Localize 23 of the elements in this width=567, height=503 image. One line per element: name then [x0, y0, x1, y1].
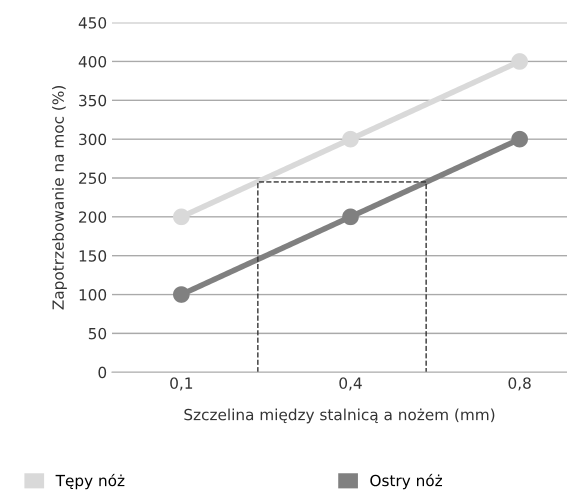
point: [342, 130, 359, 148]
y-tick-label: 50: [88, 328, 106, 340]
point: [511, 130, 528, 148]
y-tick-label: 350: [79, 94, 106, 106]
point: [173, 208, 190, 226]
y-tick-label: 300: [79, 134, 106, 146]
x-axis-title: Szczelina między stalnicą a nożem (mm): [184, 408, 494, 424]
y-tick-label: 450: [78, 17, 106, 29]
x-tick-label: 0,4: [339, 377, 362, 390]
y-tick-label: 100: [80, 289, 106, 301]
y-tick-label: 0: [98, 366, 106, 378]
x-tick-label: 0,8: [508, 377, 531, 390]
x-tick-label: 0,1: [170, 377, 192, 390]
point: [173, 286, 190, 303]
y-tick-label: 150: [80, 250, 106, 262]
point: [342, 208, 359, 226]
y-tick-label: 250: [79, 172, 106, 184]
y-tick-label: 400: [78, 56, 106, 68]
y-tick-label: 200: [79, 211, 106, 223]
point: [511, 53, 528, 70]
y-axis-title: Zapotrzebowanie na moc (%): [52, 86, 67, 310]
legend-label: Ostry nóż: [370, 474, 442, 490]
legend-label: Tępy nóż: [56, 474, 124, 490]
